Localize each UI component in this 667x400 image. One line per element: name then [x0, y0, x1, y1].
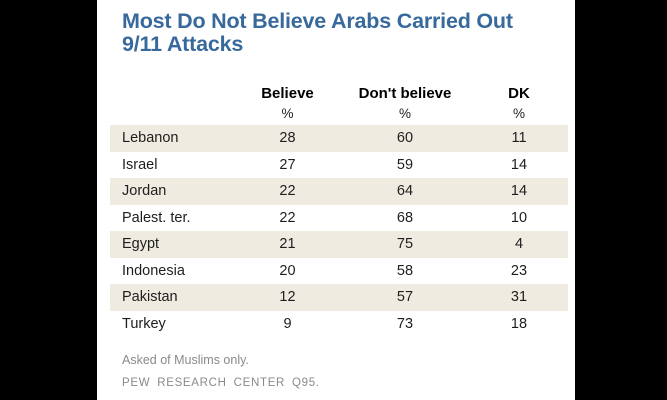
table-row: Pakistan 12 57 31 [110, 284, 568, 311]
value-cell: 75 [396, 236, 414, 253]
country-cell: Pakistan [122, 289, 178, 306]
value-cell: 60 [396, 130, 414, 147]
col-header-dk: DK [508, 85, 530, 102]
table-body: Lebanon 28 60 11 Israel 27 59 14 Jordan … [110, 125, 568, 337]
table-row: Palest. ter. 22 68 10 [110, 205, 568, 232]
value-cell: 14 [510, 183, 528, 200]
value-cell: 18 [510, 315, 528, 332]
table-row: Israel 27 59 14 [110, 152, 568, 179]
unit-empty [110, 102, 235, 125]
chart-title: Most Do Not Believe Arabs Carried Out 9/… [122, 9, 513, 56]
value-cell: 14 [510, 156, 528, 173]
table-header: Believe Don't believe DK % % % [110, 78, 568, 125]
value-cell: 73 [396, 315, 414, 332]
country-cell: Lebanon [122, 130, 179, 147]
value-cell: 27 [279, 156, 296, 173]
value-cell: 22 [279, 209, 296, 226]
source-attribution: PEW RESEARCH CENTER Q95. [122, 377, 320, 389]
value-cell: 59 [396, 156, 414, 173]
country-header-empty [110, 78, 235, 102]
table-row: Egypt 21 75 4 [110, 231, 568, 258]
unit-percent: % [398, 106, 411, 121]
col-header-dont-believe: Don't believe [358, 85, 452, 102]
value-cell: 12 [279, 289, 296, 306]
value-cell: 23 [510, 262, 528, 279]
value-cell: 4 [514, 236, 524, 253]
value-cell: 10 [510, 209, 528, 226]
value-cell: 58 [396, 262, 414, 279]
table-row: Indonesia 20 58 23 [110, 258, 568, 285]
header-unit-row: % % % [110, 102, 568, 125]
country-cell: Israel [122, 156, 158, 173]
value-cell: 28 [279, 130, 296, 147]
country-cell: Turkey [122, 315, 166, 332]
footnote: Asked of Muslims only. [122, 353, 249, 367]
table-row: Jordan 22 64 14 [110, 178, 568, 205]
value-cell: 57 [396, 289, 414, 306]
value-cell: 20 [279, 262, 296, 279]
data-table: Believe Don't believe DK % % % Lebanon 2… [110, 78, 568, 337]
value-cell: 9 [283, 315, 292, 332]
value-cell: 31 [510, 289, 528, 306]
table-row: Turkey 9 73 18 [110, 311, 568, 338]
country-cell: Egypt [122, 236, 160, 253]
unit-percent: % [512, 106, 525, 121]
report-panel: Most Do Not Believe Arabs Carried Out 9/… [97, 0, 575, 400]
country-cell: Jordan [122, 183, 167, 200]
value-cell: 68 [396, 209, 414, 226]
value-cell: 64 [396, 183, 414, 200]
header-label-row: Believe Don't believe DK [110, 78, 568, 102]
country-cell: Indonesia [122, 262, 185, 279]
value-cell: 11 [511, 130, 527, 147]
country-cell: Palest. ter. [122, 209, 191, 226]
unit-percent: % [281, 106, 294, 121]
value-cell: 22 [279, 183, 296, 200]
table-row: Lebanon 28 60 11 [110, 125, 568, 152]
value-cell: 21 [279, 236, 296, 253]
col-header-believe: Believe [261, 85, 314, 102]
